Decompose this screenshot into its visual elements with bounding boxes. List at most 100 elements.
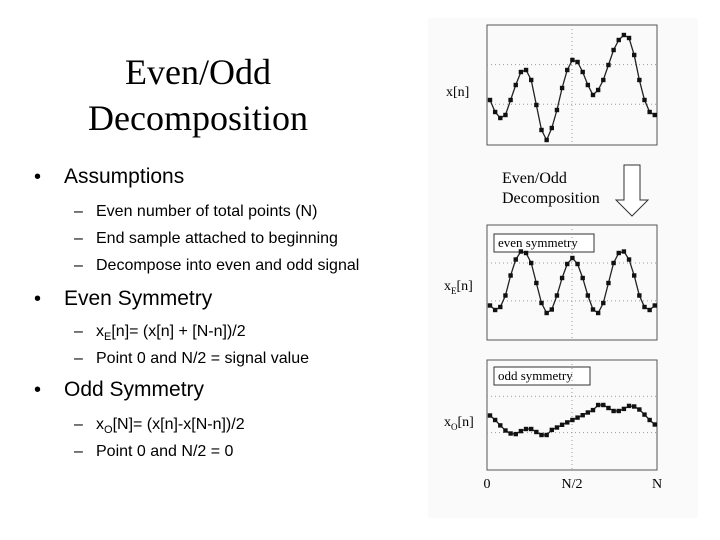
signal-sample [554,293,560,298]
label-box [493,233,595,253]
signal-sample [492,417,498,423]
text-part: End sample attached to beginning [96,230,338,247]
text-part: [N]= (x[n]-x[N-n])/2 [113,416,245,433]
signal-sample [518,249,524,254]
signal-sample [523,426,529,432]
subscript: E [451,286,457,296]
signal-sample [513,82,518,88]
bullet-text: Odd Symmetry [64,378,205,401]
text-part: x [96,323,104,340]
signal-sample [513,431,518,437]
axis-label: N/2 [562,477,583,492]
sub-bullet: Even number of total points (N) [96,203,317,220]
signal-sample [632,52,637,58]
bullet-list: • Assumptions– Even number of total points… [34,165,359,460]
even-box-label: even symmetry [498,235,578,250]
signal-sample [575,415,580,420]
signal-sample [487,413,493,418]
signal-sample [575,59,580,65]
signal-sample [652,303,657,308]
signal-sample [544,432,549,438]
signal-sample [580,69,585,75]
dash: – [74,443,83,460]
signal-sample [565,261,570,267]
label-box [493,366,591,386]
signal-sample [523,250,529,256]
even-label: xE[n] [444,279,473,296]
signal-sample [544,310,549,316]
signal-sample [508,97,513,103]
signal-sample [642,304,647,310]
signal-sample [508,273,513,278]
title-line: Even/Odd [125,52,271,92]
signal-sample [534,280,539,286]
signal-sample [606,405,611,411]
signal-sample [606,280,611,286]
odd-box-label: odd symmetry [498,368,573,383]
signal-sample [570,255,575,261]
signal-sample [518,428,524,434]
text: [n] [457,279,473,294]
signal-sample [601,300,606,306]
bullet-dot: • [34,288,41,310]
signal-sample [539,300,544,306]
dash: – [74,323,83,340]
signal-sample [647,307,652,313]
axis-label: 0 [484,477,491,492]
text: x [444,415,451,430]
signal-sample [503,112,508,118]
signal-sample [626,35,632,41]
text-part: Point 0 and N/2 = 0 [96,443,234,460]
figure: x[n] Even/Odd Decomposition even symmetr… [428,18,698,518]
signal-sample [539,432,544,438]
text-part: E [104,331,111,343]
signal-sample [595,87,601,93]
signal-sample [549,307,554,312]
text-part: O [104,424,113,436]
dash: – [74,203,83,220]
signal-sample [621,249,627,254]
subscript: O [451,422,458,432]
signal-sample [487,303,493,308]
signal-sample [513,257,518,262]
text: [n] [458,415,474,430]
signal-sample [534,102,539,108]
sub-bullet: xO[N]= (x[n]-x[N-n])/2 [96,416,245,436]
odd-label: xO[n] [444,415,474,432]
text-part: Decompose into even and odd signal [96,257,359,274]
signal-sample [508,431,513,436]
bullet-text: Even Symmetry [64,287,213,310]
signal-sample [626,403,632,409]
signal-sample [601,77,606,83]
signal-sample [544,137,549,143]
signal-sample [523,67,529,73]
signal-sample [601,402,606,408]
text-part: Point 0 and N/2 = signal value [96,350,309,367]
signal-sample [539,127,544,133]
dash: – [74,416,83,433]
signal-sample [529,77,534,83]
signal-sample [642,97,647,103]
signal-sample [637,407,642,412]
signal-sample [611,47,616,53]
step-label: Even/Odd [502,170,567,187]
step-label: Decomposition [502,190,600,207]
signal-sample [580,413,585,418]
signal-label: x[n] [446,85,469,100]
signal-sample [559,85,565,91]
signal-sample [549,427,554,433]
signal-sample [595,310,601,316]
signal-sample [616,37,621,43]
signal-sample [642,412,647,417]
signal-sample [611,260,616,266]
signal-sample [632,404,637,409]
signal-sample [580,275,585,281]
axis-label: N [652,477,662,492]
sub-bullet: End sample attached to beginning [96,230,338,247]
signal-sample [652,422,657,427]
dash: – [74,257,83,274]
signal-sample [606,62,611,68]
signal-sample [559,422,565,427]
signal-sample [632,273,637,278]
